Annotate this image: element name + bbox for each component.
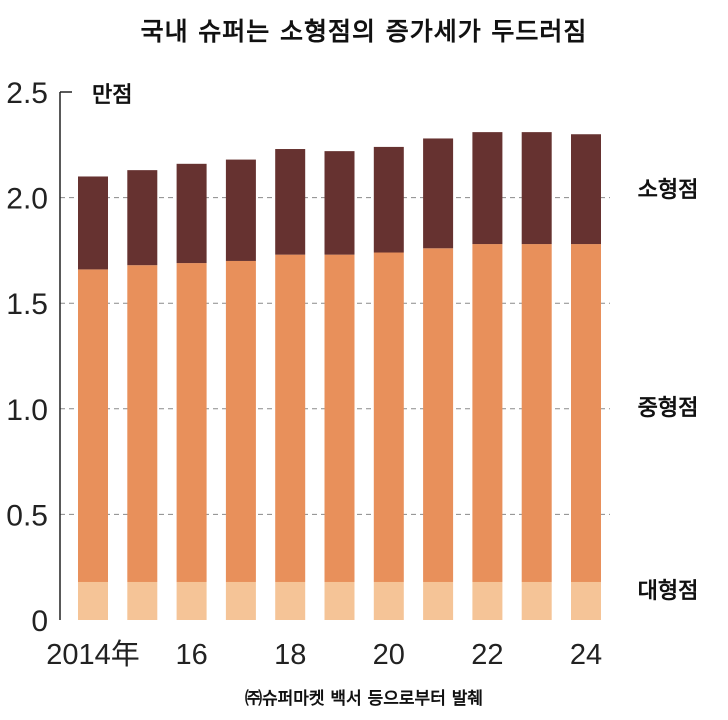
bar-segment-medium xyxy=(521,244,552,582)
bar-segment-medium xyxy=(324,254,355,582)
bars xyxy=(78,132,601,620)
bar-segment-large xyxy=(127,581,158,620)
x-tick-label: 18 xyxy=(274,639,306,671)
bar-segment-large xyxy=(275,581,306,620)
bar-segment-large xyxy=(176,581,207,620)
x-tick-label: 16 xyxy=(175,639,207,671)
bar-segment-large xyxy=(324,581,355,620)
y-tick-label: 0 xyxy=(31,605,48,638)
bar-segment-small xyxy=(176,163,207,264)
series-label: 대형점 xyxy=(638,579,699,604)
bar-segment-medium xyxy=(472,244,503,582)
x-tick-label: 20 xyxy=(373,639,405,671)
bar-segment-small xyxy=(78,176,108,270)
source-note: ㈜슈퍼마켓 백서 등으로부터 발췌 xyxy=(244,689,484,709)
bar-segment-small xyxy=(275,149,306,255)
bar-segment-medium xyxy=(78,269,108,582)
y-tick-label: 2.5 xyxy=(6,77,48,110)
bar-segment-large xyxy=(225,581,256,620)
series-label: 소형점 xyxy=(638,178,699,203)
bar-segment-large xyxy=(423,581,454,620)
series-labels: 대형점 중형점 소형점 xyxy=(638,178,699,604)
bar-segment-small xyxy=(521,132,552,245)
bar-segment-small xyxy=(571,134,601,245)
y-unit-label: 만점 xyxy=(92,83,132,108)
y-tick-label: 1.0 xyxy=(6,394,48,427)
y-tick-label: 1.5 xyxy=(6,288,48,321)
bar-segment-small xyxy=(127,170,158,266)
bar-segment-small xyxy=(423,138,454,249)
bar-segment-small xyxy=(373,146,404,253)
bar-segment-medium xyxy=(225,260,256,582)
x-tick-label: 24 xyxy=(570,639,602,671)
bar-segment-large xyxy=(521,581,552,620)
x-tick-label: 22 xyxy=(471,639,503,671)
bar-segment-large xyxy=(78,581,108,620)
bar-segment-small xyxy=(324,151,355,255)
bar-segment-small xyxy=(472,132,503,245)
y-tick-label: 0.5 xyxy=(6,499,48,532)
bar-segment-large xyxy=(571,581,601,620)
bar-segment-medium xyxy=(275,254,306,582)
bar-segment-medium xyxy=(571,244,601,582)
bar-segment-medium xyxy=(423,248,454,582)
y-tick-label: 2.0 xyxy=(6,183,48,216)
bar-segment-small xyxy=(225,159,256,261)
bar-segment-large xyxy=(472,581,503,620)
x-tick-labels: 2014年 16 18 20 22 24 xyxy=(46,638,602,671)
bar-segment-medium xyxy=(373,252,404,582)
chart-title: 국내 슈퍼는 소형점의 증가세가 두드러짐 xyxy=(140,17,588,46)
stacked-bar-chart: 0 0.5 1.0 1.5 2.0 2.5 2014年 16 18 20 22 24 만점 대형점 중… xyxy=(6,77,699,671)
x-tick-label: 2014年 xyxy=(46,638,140,671)
bar-segment-large xyxy=(373,581,404,620)
series-label: 중형점 xyxy=(638,396,699,421)
bar-segment-medium xyxy=(176,263,207,582)
y-tick-labels: 0 0.5 1.0 1.5 2.0 2.5 xyxy=(6,77,48,638)
bar-segment-medium xyxy=(127,265,158,582)
